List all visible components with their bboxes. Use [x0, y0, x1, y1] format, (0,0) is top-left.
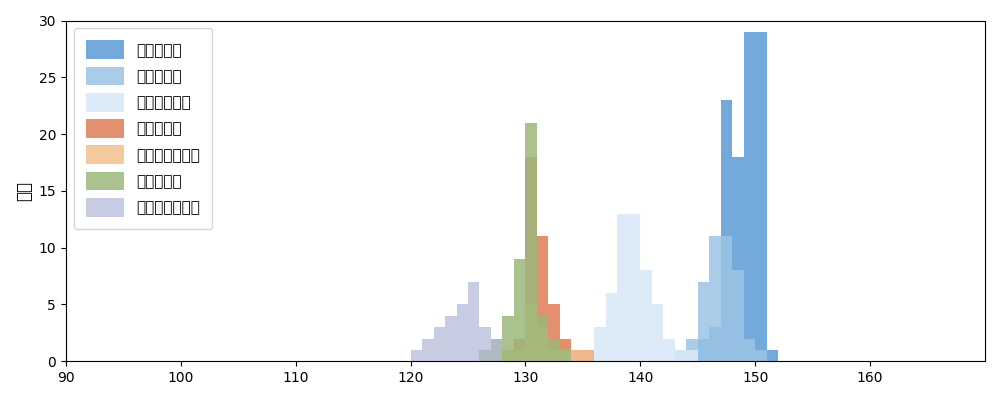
- Polygon shape: [66, 214, 985, 361]
- Legend: ストレート, ツーシーム, カットボール, スプリット, チェンジアップ, スライダー, ナックルカーブ: ストレート, ツーシーム, カットボール, スプリット, チェンジアップ, スラ…: [74, 28, 212, 229]
- Polygon shape: [66, 282, 985, 361]
- Polygon shape: [66, 236, 985, 361]
- Polygon shape: [66, 32, 985, 361]
- Polygon shape: [66, 157, 985, 361]
- Y-axis label: 球数: 球数: [15, 181, 33, 201]
- Polygon shape: [66, 304, 985, 361]
- Polygon shape: [66, 123, 985, 361]
